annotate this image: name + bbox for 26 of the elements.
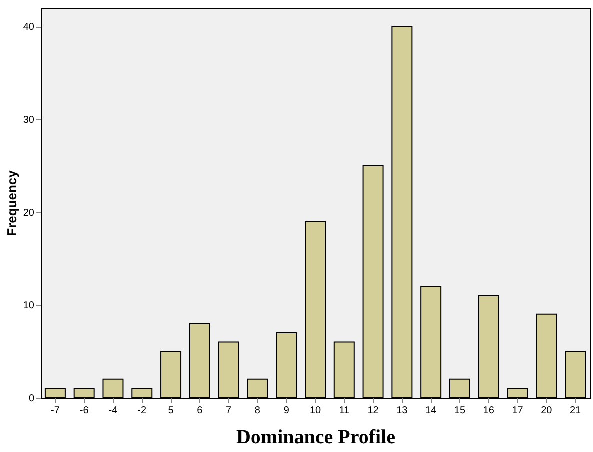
x-tick-label: 15 xyxy=(454,406,466,416)
x-tick-label: 9 xyxy=(284,406,290,416)
x-tick-label: -2 xyxy=(138,406,148,416)
x-tick-label: 13 xyxy=(396,406,408,416)
x-tick-label: 11 xyxy=(339,406,350,416)
x-tick-label: 20 xyxy=(541,406,553,416)
x-tick-label: -7 xyxy=(50,406,60,416)
x-tick-label: 8 xyxy=(254,406,261,416)
y-tick-label: 20 xyxy=(23,208,35,219)
x-tick-label: 7 xyxy=(226,406,232,416)
x-axis-title: Dominance Profile xyxy=(236,426,396,448)
y-axis-title: Frequency xyxy=(4,170,20,236)
y-tick-label: 0 xyxy=(28,394,35,404)
x-tick-label: -6 xyxy=(80,406,90,416)
x-tick-label: 10 xyxy=(310,406,322,416)
x-tick-label: 12 xyxy=(368,406,380,416)
x-tick-label: 17 xyxy=(512,406,524,416)
x-tick-label: 14 xyxy=(426,406,438,416)
y-tick-label: 40 xyxy=(23,22,35,34)
x-tick-label: 5 xyxy=(168,406,174,416)
y-tick-label: 10 xyxy=(23,300,35,312)
x-tick-label: 6 xyxy=(197,406,204,416)
x-tick-label: 16 xyxy=(483,406,495,416)
x-tick-label: 21 xyxy=(570,406,582,416)
y-tick-label: 30 xyxy=(23,114,35,126)
x-tick-label: -4 xyxy=(108,406,118,416)
